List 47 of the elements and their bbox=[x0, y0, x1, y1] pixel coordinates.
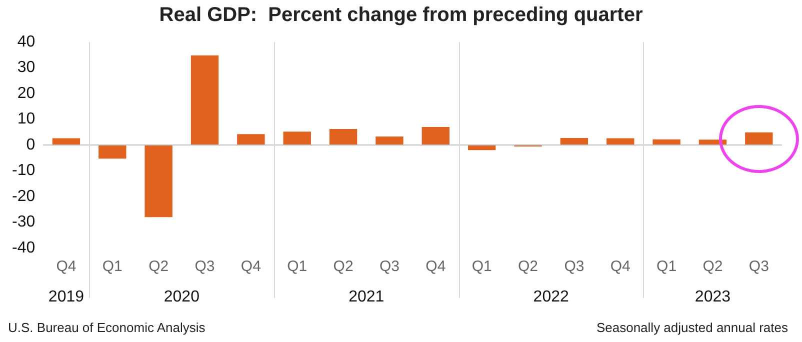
bar bbox=[606, 138, 634, 144]
y-tick-label: 20 bbox=[17, 84, 36, 102]
x-tick-label: Q4 bbox=[610, 258, 630, 276]
y-tick-label: -30 bbox=[12, 214, 36, 231]
text: Seasonally adjusted annual rates bbox=[596, 320, 788, 335]
y-tick-label: 30 bbox=[17, 59, 36, 76]
text: 2023 bbox=[694, 288, 731, 306]
bar bbox=[652, 139, 680, 144]
x-tick-label: Q1 bbox=[287, 258, 308, 276]
x-tick-label: Q1 bbox=[472, 258, 492, 276]
bar bbox=[329, 129, 358, 144]
chart-title: Real GDP: Percent change from preceding quarter bbox=[158, 4, 644, 27]
text: 2022 bbox=[533, 288, 569, 306]
x-tick-label: Q3 bbox=[379, 258, 400, 276]
y-tick-label: -20 bbox=[12, 188, 36, 205]
x-tick-label: Q2 bbox=[148, 258, 169, 276]
bar bbox=[560, 138, 588, 144]
text: 2019 bbox=[48, 288, 84, 306]
text: 2020 bbox=[164, 288, 200, 306]
bar bbox=[283, 132, 311, 144]
y-tick-label: -40 bbox=[12, 239, 36, 256]
text: U.S. Bureau of Economic Analysis bbox=[8, 320, 206, 335]
x-tick-label: Q1 bbox=[656, 258, 677, 276]
x-tick-label: Q2 bbox=[333, 258, 354, 276]
y-tick-label: 0 bbox=[26, 136, 36, 154]
x-tick-label: Q2 bbox=[702, 258, 723, 276]
bar bbox=[468, 146, 496, 150]
bar bbox=[376, 136, 404, 144]
x-tick-label: Q4 bbox=[240, 258, 261, 276]
bar bbox=[98, 146, 126, 159]
y-tick-label: 40 bbox=[17, 33, 36, 50]
x-tick-label: Q3 bbox=[194, 258, 215, 276]
x-tick-label: Q2 bbox=[518, 258, 538, 276]
x-tick-label: Q4 bbox=[426, 258, 446, 276]
bar bbox=[237, 134, 265, 144]
x-tick-label: Q3 bbox=[748, 258, 769, 276]
y-tick-label: 10 bbox=[17, 110, 36, 128]
bar bbox=[144, 146, 172, 218]
bar bbox=[422, 126, 450, 144]
x-tick-label: Q4 bbox=[56, 258, 76, 276]
bar bbox=[190, 55, 219, 144]
text: 2021 bbox=[348, 288, 384, 306]
bar bbox=[745, 132, 773, 144]
x-tick-label: Q1 bbox=[102, 258, 122, 276]
x-tick-label: Q3 bbox=[564, 258, 584, 276]
y-tick-label: -10 bbox=[12, 162, 36, 180]
bar bbox=[52, 138, 80, 144]
